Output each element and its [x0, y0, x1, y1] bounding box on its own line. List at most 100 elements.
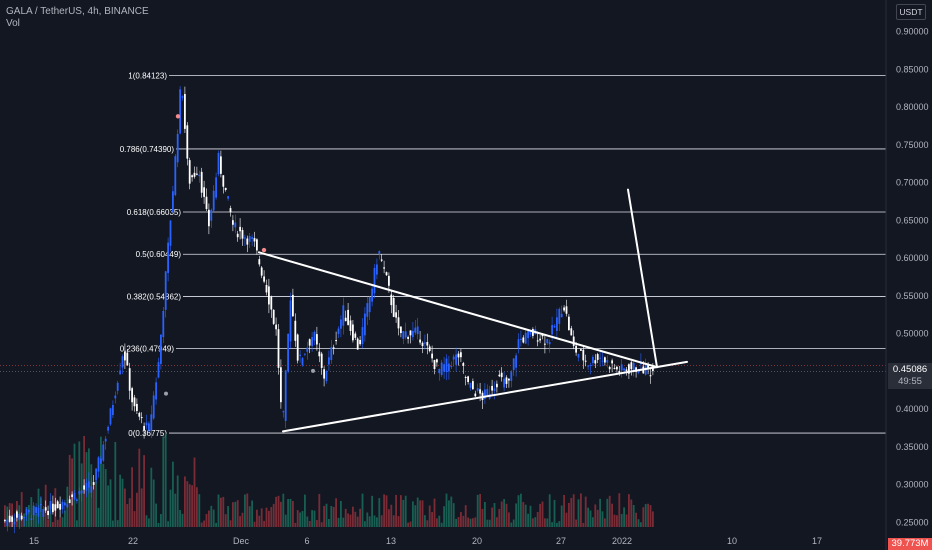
volume-bar	[508, 512, 510, 527]
volume-bar	[630, 499, 633, 527]
volume-bar	[308, 520, 311, 527]
fib-level-label: 0.786(0.74390)	[120, 145, 175, 154]
candle-body	[18, 513, 21, 520]
candle-body	[241, 230, 244, 239]
candle-body	[433, 359, 436, 370]
candle-body	[64, 502, 66, 506]
candle-body	[436, 359, 438, 363]
symbol-title: GALA / TetherUS, 4h, BINANCE	[6, 6, 149, 17]
measured-move-line	[627, 188, 658, 369]
volume-bar	[292, 501, 294, 527]
currency-button[interactable]: USDT	[896, 4, 926, 20]
candle-body	[448, 363, 450, 372]
volume-bar	[227, 506, 229, 527]
volume-bar	[220, 497, 222, 527]
candle-body	[284, 370, 287, 421]
volume-bar	[340, 500, 342, 527]
volume-bar	[260, 508, 263, 527]
volume-bar	[563, 495, 565, 527]
candle-body	[217, 152, 220, 175]
volume-bar	[440, 522, 443, 527]
candle-body	[503, 378, 505, 388]
candle-body	[522, 337, 525, 343]
candle-body	[395, 312, 397, 318]
pivot-marker	[175, 114, 181, 119]
candle-body	[332, 347, 335, 349]
volume-bar	[116, 520, 119, 527]
volume-bar	[637, 519, 640, 527]
candle-body	[568, 316, 570, 331]
y-tick-label: 0.30000	[896, 480, 929, 490]
y-tick-label: 0.75000	[896, 140, 929, 150]
volume-bar	[217, 494, 220, 527]
candle-body	[347, 309, 349, 325]
candle-body	[378, 251, 381, 254]
candle-body	[126, 352, 129, 366]
candle-body	[500, 372, 503, 378]
volume-bar	[239, 516, 241, 527]
volume-bar	[361, 493, 364, 527]
volume-bar	[652, 511, 654, 527]
candle-body	[373, 267, 376, 294]
volume-bar	[356, 516, 359, 527]
candle-body	[529, 331, 532, 335]
candle-body	[191, 175, 193, 178]
y-tick-label: 0.50000	[896, 329, 929, 339]
y-tick-label: 0.85000	[896, 64, 929, 74]
y-tick-label: 0.65000	[896, 215, 929, 225]
candle-body	[469, 382, 472, 388]
candle-body	[613, 367, 616, 369]
candle-body	[592, 356, 594, 364]
volume-bar	[176, 475, 179, 527]
candle-body	[100, 458, 102, 464]
volume-bar	[107, 485, 109, 527]
candle-body	[112, 405, 114, 416]
candle-body	[184, 93, 186, 129]
volume-bar	[428, 505, 431, 527]
volume-bar	[205, 513, 208, 527]
fib-level-label: 0.5(0.60449)	[136, 250, 182, 259]
volume-bar	[59, 517, 61, 527]
candle-body	[498, 374, 501, 377]
volume-bar	[510, 522, 513, 527]
volume-bar	[160, 514, 162, 527]
volume-bar	[236, 500, 239, 527]
volume-bar	[594, 504, 597, 527]
volume-bar	[100, 436, 102, 527]
fib-level-label: 0.618(0.66035)	[127, 208, 182, 217]
volume-bar	[330, 506, 333, 527]
volume-bar	[524, 504, 527, 527]
volume-bar	[512, 519, 515, 527]
x-tick-label: 10	[727, 536, 737, 546]
volume-bar	[416, 497, 419, 527]
candle-body	[104, 438, 107, 442]
candle-body	[95, 468, 97, 481]
candle-body	[37, 507, 40, 517]
candle-body	[637, 371, 640, 373]
volume-bar	[232, 502, 234, 527]
candle-body	[121, 356, 124, 368]
volume-bar	[287, 499, 289, 527]
volume-bar	[224, 514, 227, 527]
candle-body	[460, 352, 462, 358]
volume-bar	[462, 515, 465, 527]
volume-bar	[349, 514, 352, 527]
candle-body	[320, 353, 323, 368]
price-axis: 0.90000 0.85000 0.80000 0.75000 0.70000 0.650…	[885, 0, 929, 550]
candle-body	[438, 368, 441, 374]
candle-body	[462, 363, 465, 366]
candle-body	[78, 490, 81, 495]
candle-body	[176, 134, 179, 163]
candle-body	[532, 329, 534, 336]
volume-bar	[438, 515, 441, 527]
volume-bar	[344, 508, 347, 527]
volume-bar	[342, 517, 345, 527]
candle-body	[232, 220, 234, 225]
candle-body	[280, 367, 282, 403]
candle-body	[400, 326, 402, 334]
volume-bar	[419, 500, 421, 527]
volume-bar	[486, 519, 489, 527]
volume-bar	[268, 510, 270, 527]
volume-bar	[42, 514, 45, 527]
